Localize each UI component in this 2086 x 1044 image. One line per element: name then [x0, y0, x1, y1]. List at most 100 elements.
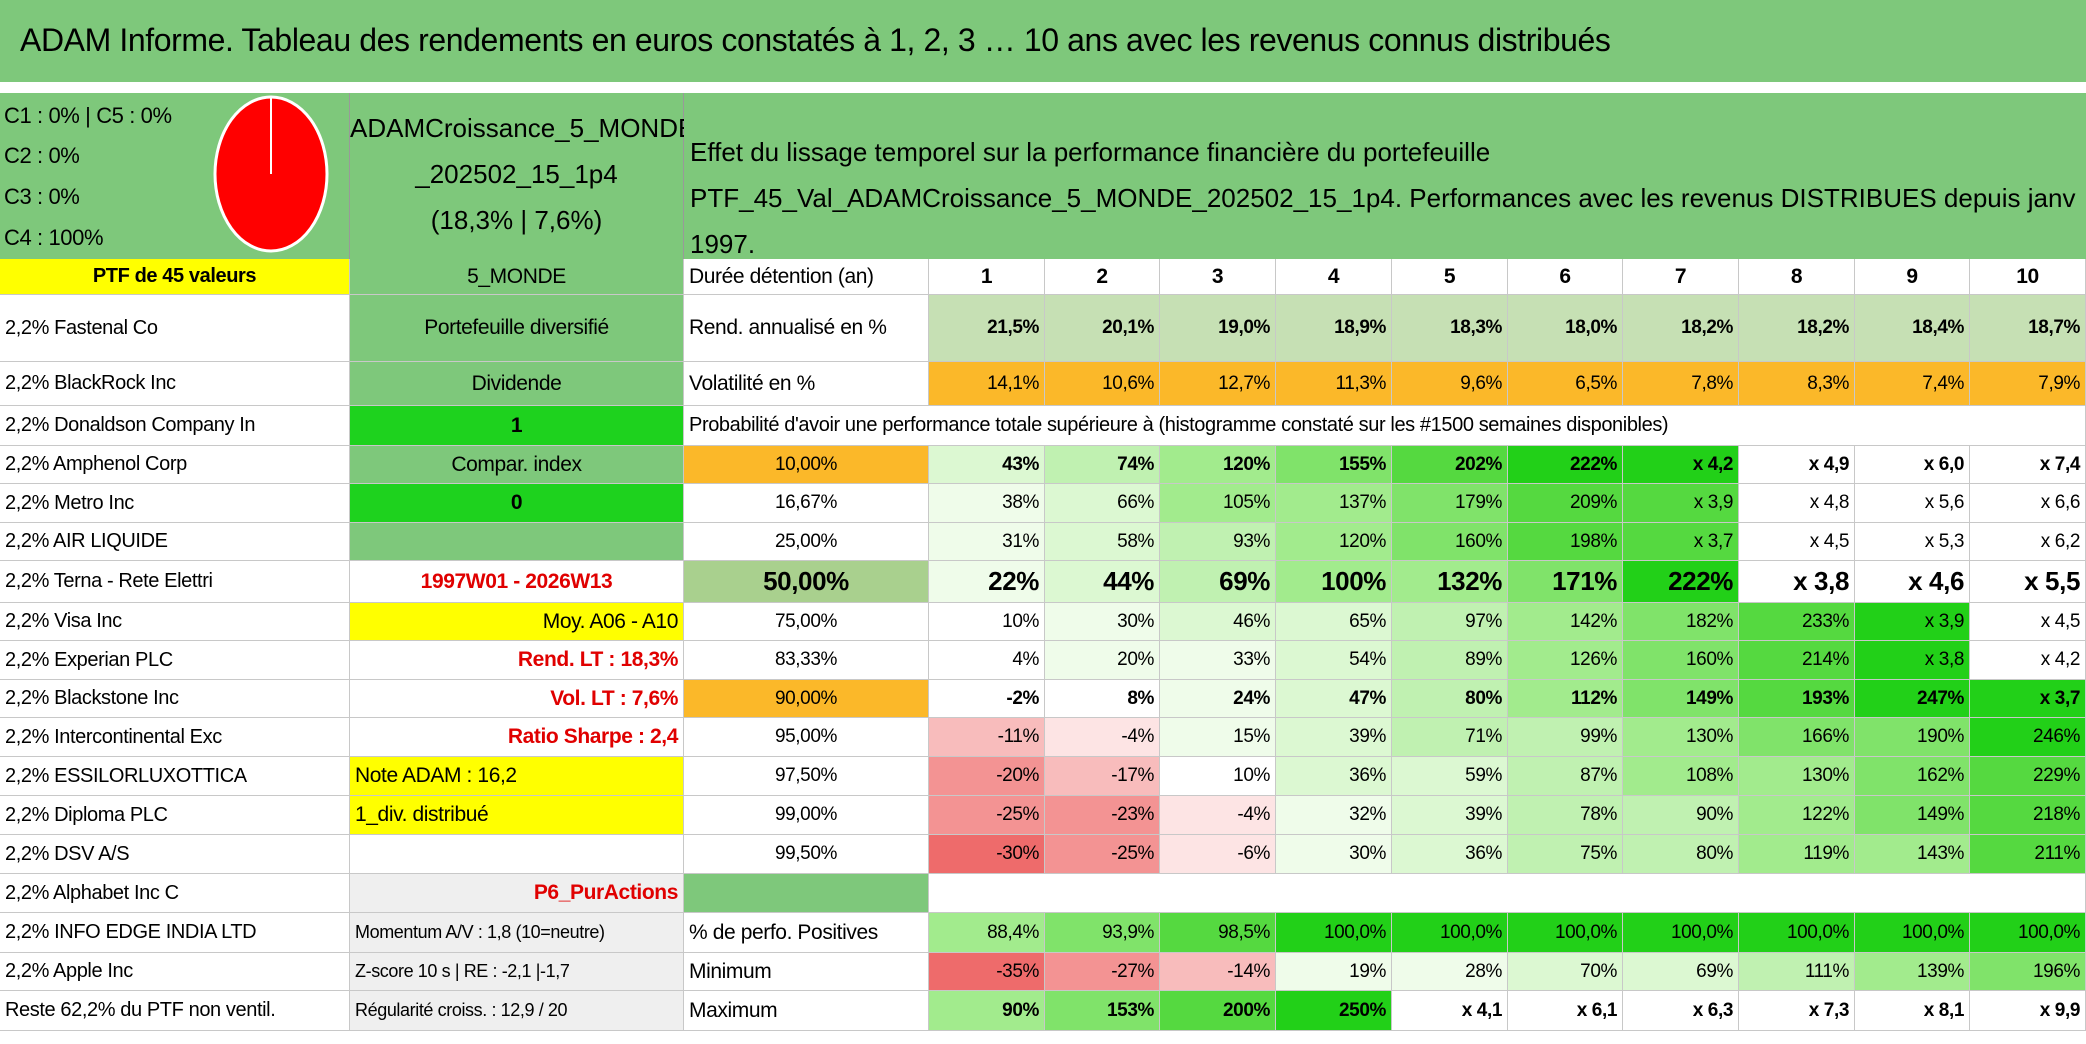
- value-cell: x 4,1: [1392, 991, 1508, 1031]
- value-cell: 43%: [929, 446, 1045, 484]
- value-cell: 9: [1855, 259, 1970, 295]
- value-cell: 137%: [1276, 484, 1392, 523]
- value-cell: 10%: [1160, 757, 1276, 796]
- value-cell: x 6,3: [1623, 991, 1739, 1031]
- portfolio-name: (18,3% | 7,6%): [430, 205, 603, 235]
- value-cell: -2%: [929, 680, 1045, 718]
- measure: Rend. annualisé en %: [684, 295, 929, 362]
- value-cell: 7: [1623, 259, 1739, 295]
- side-info: Dividende: [350, 362, 684, 406]
- value-cell: 162%: [1855, 757, 1970, 796]
- value-cell: 160%: [1623, 641, 1739, 680]
- row-label: 2,2% AIR LIQUIDE: [0, 523, 350, 561]
- row-label: 2,2% Intercontinental Exc: [0, 718, 350, 757]
- value-cell: -17%: [1045, 757, 1160, 796]
- value-cell: 22%: [929, 561, 1045, 603]
- side-info: 1: [350, 406, 684, 446]
- row-label: 2,2% Diploma PLC: [0, 796, 350, 835]
- value-cell: x 4,5: [1970, 603, 2086, 641]
- value-cell: 143%: [1855, 835, 1970, 874]
- row-label: 2,2% Experian PLC: [0, 641, 350, 680]
- value-cell: 54%: [1276, 641, 1392, 680]
- value-cell: 153%: [1045, 991, 1160, 1031]
- value-cell: 193%: [1739, 680, 1855, 718]
- value-cell: 88,4%: [929, 913, 1045, 953]
- value-cell: x 3,8: [1739, 561, 1855, 603]
- value-cell: 247%: [1855, 680, 1970, 718]
- side-info: Portefeuille diversifié: [350, 295, 684, 362]
- value-cell: 11,3%: [1276, 362, 1392, 406]
- value-cell: 80%: [1392, 680, 1508, 718]
- value-cell: 100,0%: [1623, 913, 1739, 953]
- value-cell: -35%: [929, 953, 1045, 991]
- value-cell: 10,6%: [1045, 362, 1160, 406]
- value-cell: 31%: [929, 523, 1045, 561]
- value-cell: 132%: [1392, 561, 1508, 603]
- row-label: 2,2% DSV A/S: [0, 835, 350, 874]
- value-cell: 112%: [1508, 680, 1623, 718]
- value-cell: 71%: [1392, 718, 1508, 757]
- value-cell: 18,2%: [1739, 295, 1855, 362]
- value-cell: -30%: [929, 835, 1045, 874]
- value-cell: 214%: [1739, 641, 1855, 680]
- value-cell: 93%: [1160, 523, 1276, 561]
- value-cell: 93,9%: [1045, 913, 1160, 953]
- value-cell: 59%: [1392, 757, 1508, 796]
- value-cell: 4%: [929, 641, 1045, 680]
- measure: 50,00%: [684, 561, 929, 603]
- row-label: Reste 62,2% du PTF non ventil.: [0, 991, 350, 1031]
- value-cell: x 5,6: [1855, 484, 1970, 523]
- row-label: 2,2% Visa Inc: [0, 603, 350, 641]
- value-cell: 46%: [1160, 603, 1276, 641]
- value-cell: x 9,9: [1970, 991, 2086, 1031]
- value-cell: 4: [1276, 259, 1392, 295]
- row-label: 2,2% Blackstone Inc: [0, 680, 350, 718]
- value-cell: 122%: [1739, 796, 1855, 835]
- row-label: 2,2% Terna - Rete Elettri: [0, 561, 350, 603]
- value-cell: -20%: [929, 757, 1045, 796]
- value-cell: x 5,5: [1970, 561, 2086, 603]
- allocation-line: C3 : 0%: [4, 184, 80, 209]
- value-cell: 39%: [1276, 718, 1392, 757]
- value-cell: -23%: [1045, 796, 1160, 835]
- value-cell: 19,0%: [1160, 295, 1276, 362]
- value-cell: 209%: [1508, 484, 1623, 523]
- value-cell: 182%: [1623, 603, 1739, 641]
- portfolio-name: _202502_15_1p4: [415, 159, 618, 189]
- portfolio-name: ADAMCroissance_5_MONDE: [350, 113, 696, 143]
- measure: 75,00%: [684, 603, 929, 641]
- value-cell: 70%: [1508, 953, 1623, 991]
- value-cell: 32%: [1276, 796, 1392, 835]
- side-info: Note ADAM : 16,2: [350, 757, 684, 796]
- value-cell: 111%: [1739, 953, 1855, 991]
- value-cell: x 6,6: [1970, 484, 2086, 523]
- side-info: 5_MONDE: [350, 259, 684, 295]
- value-cell: -6%: [1160, 835, 1276, 874]
- value-cell: -11%: [929, 718, 1045, 757]
- value-cell: 155%: [1276, 446, 1392, 484]
- measure: [684, 874, 929, 913]
- value-cell: 149%: [1623, 680, 1739, 718]
- value-cell: x 4,5: [1739, 523, 1855, 561]
- value-cell: 75%: [1508, 835, 1623, 874]
- value-cell: x 4,2: [1623, 446, 1739, 484]
- side-info: Régularité croiss. : 12,9 / 20: [350, 991, 684, 1031]
- row-label: 2,2% ESSILORLUXOTTICA: [0, 757, 350, 796]
- measure: 90,00%: [684, 680, 929, 718]
- value-cell: 18,0%: [1508, 295, 1623, 362]
- side-info: Momentum A/V : 1,8 (10=neutre): [350, 913, 684, 953]
- value-cell: x 3,9: [1623, 484, 1739, 523]
- value-cell: 20%: [1045, 641, 1160, 680]
- value-cell: 142%: [1508, 603, 1623, 641]
- value-cell: 100%: [1276, 561, 1392, 603]
- value-cell: 18,7%: [1970, 295, 2086, 362]
- value-cell: x 7,3: [1739, 991, 1855, 1031]
- side-info: [350, 835, 684, 874]
- value-cell: 44%: [1045, 561, 1160, 603]
- value-cell: 100,0%: [1276, 913, 1392, 953]
- value-cell: 6,5%: [1508, 362, 1623, 406]
- row-label: 2,2% Amphenol Corp: [0, 446, 350, 484]
- value-cell: 18,3%: [1392, 295, 1508, 362]
- value-cell: 89%: [1392, 641, 1508, 680]
- value-cell: 171%: [1508, 561, 1623, 603]
